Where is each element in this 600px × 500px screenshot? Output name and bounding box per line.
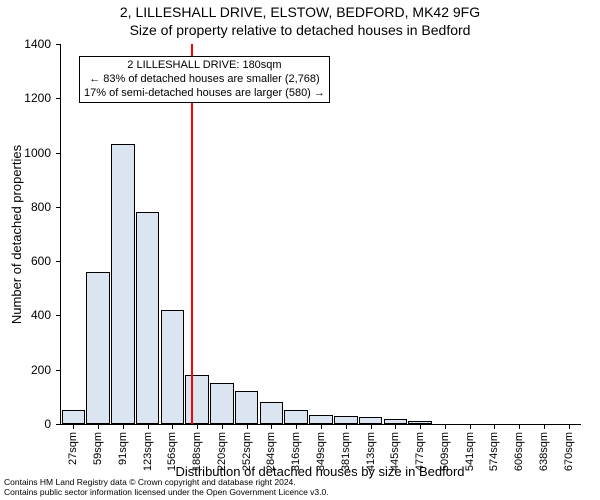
x-tick-label: 27sqm [67, 432, 79, 465]
chart-title-line2: Size of property relative to detached ho… [0, 22, 600, 38]
x-tick-mark [148, 424, 149, 429]
annotation-line: ← 83% of detached houses are smaller (2,… [84, 73, 325, 87]
histogram-bar [359, 417, 383, 424]
histogram-bar [62, 410, 86, 424]
histogram-bar [111, 144, 135, 424]
histogram-bar [235, 391, 259, 424]
histogram-bar [161, 310, 185, 424]
x-tick-mark [395, 424, 396, 429]
histogram-bar [136, 212, 160, 424]
plot-inner: 2 LILLESHALL DRIVE: 180sqm← 83% of detac… [61, 44, 581, 424]
x-tick-mark [519, 424, 520, 429]
y-axis-label-container: Number of detached properties [10, 44, 24, 424]
x-tick-mark [371, 424, 372, 429]
x-tick-mark [470, 424, 471, 429]
y-axis-label: Number of detached properties [10, 144, 25, 323]
x-tick-mark [271, 424, 272, 429]
x-tick-mark [544, 424, 545, 429]
footer-attribution: Contains HM Land Registry data © Crown c… [4, 478, 329, 498]
x-tick-mark [494, 424, 495, 429]
y-tick-label: 0 [44, 417, 61, 431]
y-tick-label: 1400 [24, 37, 61, 51]
annotation-box: 2 LILLESHALL DRIVE: 180sqm← 83% of detac… [79, 56, 330, 103]
histogram-bar [185, 375, 209, 424]
x-tick-mark [73, 424, 74, 429]
y-tick-label: 600 [31, 254, 61, 268]
footer-line2: Contains public sector information licen… [4, 488, 329, 498]
x-tick-mark [445, 424, 446, 429]
histogram-bar [334, 416, 358, 424]
x-tick-mark [197, 424, 198, 429]
x-tick-label: 91sqm [117, 432, 129, 465]
annotation-line: 17% of semi-detached houses are larger (… [84, 87, 325, 101]
x-tick-mark [222, 424, 223, 429]
histogram-bar [86, 272, 110, 424]
histogram-bar [260, 402, 284, 424]
x-tick-mark [420, 424, 421, 429]
y-tick-label: 400 [31, 308, 61, 322]
plot-area: 2 LILLESHALL DRIVE: 180sqm← 83% of detac… [60, 44, 581, 425]
x-tick-mark [321, 424, 322, 429]
x-tick-mark [172, 424, 173, 429]
x-tick-label: 59sqm [92, 432, 104, 465]
x-tick-mark [98, 424, 99, 429]
x-tick-mark [346, 424, 347, 429]
figure: 2, LILLESHALL DRIVE, ELSTOW, BEDFORD, MK… [0, 0, 600, 500]
histogram-bar [309, 415, 333, 425]
y-tick-label: 800 [31, 200, 61, 214]
histogram-bar [284, 410, 308, 424]
y-tick-label: 200 [31, 363, 61, 377]
annotation-line: 2 LILLESHALL DRIVE: 180sqm [84, 59, 325, 73]
x-tick-mark [296, 424, 297, 429]
x-tick-mark [123, 424, 124, 429]
histogram-bar [210, 383, 234, 424]
x-tick-mark [247, 424, 248, 429]
y-tick-label: 1000 [24, 146, 61, 160]
x-tick-mark [569, 424, 570, 429]
y-tick-label: 1200 [24, 91, 61, 105]
chart-title-line1: 2, LILLESHALL DRIVE, ELSTOW, BEDFORD, MK… [0, 4, 600, 20]
